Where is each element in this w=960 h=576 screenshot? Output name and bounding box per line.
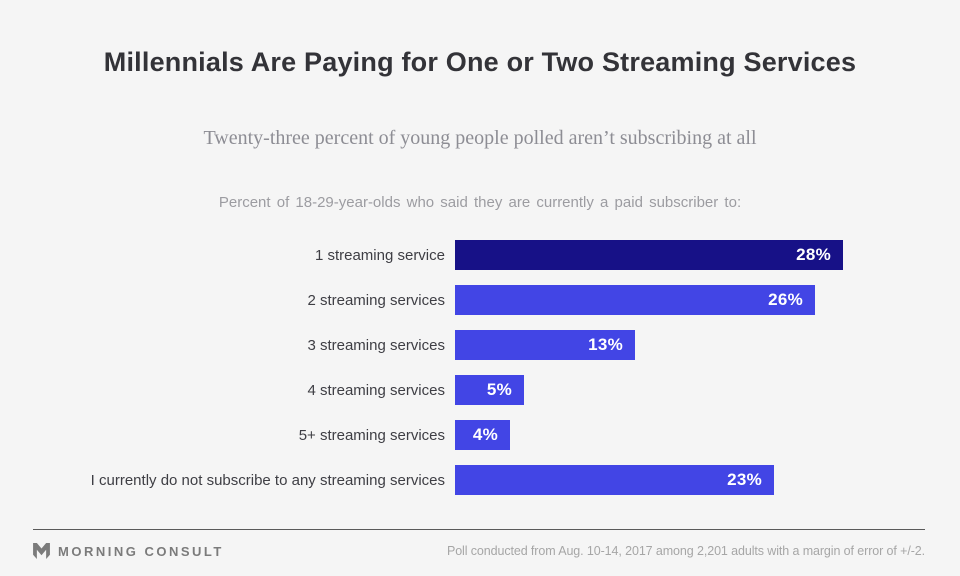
bar-value-label: 4% bbox=[472, 425, 498, 444]
bar-value-label: 13% bbox=[588, 335, 623, 354]
bar: 13% bbox=[455, 330, 635, 360]
poll-methodology-note: Poll conducted from Aug. 10-14, 2017 amo… bbox=[446, 544, 925, 558]
brand-logo: MORNING CONSULT bbox=[33, 543, 224, 559]
chart-title: Millennials Are Paying for One or Two St… bbox=[103, 47, 857, 77]
bar: 4% bbox=[455, 420, 510, 450]
category-label: 1 streaming service bbox=[314, 246, 445, 264]
chart-row: 5+ streaming services 4% bbox=[0, 420, 960, 450]
category-label: 3 streaming services bbox=[307, 336, 445, 354]
chart-row: 2 streaming services 26% bbox=[0, 285, 960, 315]
bar-chart: 1 streaming service 28% 2 streaming servic… bbox=[0, 240, 960, 495]
chart-row: I currently do not subscribe to any stre… bbox=[0, 465, 960, 495]
bar: 26% bbox=[455, 285, 815, 315]
bar-value-label: 5% bbox=[486, 380, 512, 399]
chart-row: 4 streaming services 5% bbox=[0, 375, 960, 405]
bar: 23% bbox=[455, 465, 774, 495]
bar: 28% bbox=[455, 240, 843, 270]
chart-page: Millennials Are Paying for One or Two St… bbox=[0, 46, 960, 576]
footer: MORNING CONSULT Poll conducted from Aug.… bbox=[33, 543, 925, 559]
chart-row: 1 streaming service 28% bbox=[0, 240, 960, 270]
brand-name: MORNING CONSULT bbox=[58, 543, 224, 559]
category-label: I currently do not subscribe to any stre… bbox=[90, 471, 445, 489]
chart-description: Percent of 18-29-year-olds who said they… bbox=[218, 194, 742, 211]
chart-subtitle: Twenty-three percent of young people pol… bbox=[203, 127, 757, 149]
category-label: 5+ streaming services bbox=[298, 426, 445, 444]
bar-value-label: 26% bbox=[768, 290, 803, 309]
bar-value-label: 28% bbox=[796, 245, 831, 264]
bar: 5% bbox=[455, 375, 524, 405]
morning-consult-m-icon bbox=[33, 543, 50, 559]
category-label: 2 streaming services bbox=[307, 291, 445, 309]
category-label: 4 streaming services bbox=[307, 381, 445, 399]
bar-value-label: 23% bbox=[727, 470, 762, 489]
chart-row: 3 streaming services 13% bbox=[0, 330, 960, 360]
footer-divider bbox=[33, 529, 925, 530]
bar-rows: 1 streaming service 28% 2 streaming servic… bbox=[0, 240, 960, 495]
